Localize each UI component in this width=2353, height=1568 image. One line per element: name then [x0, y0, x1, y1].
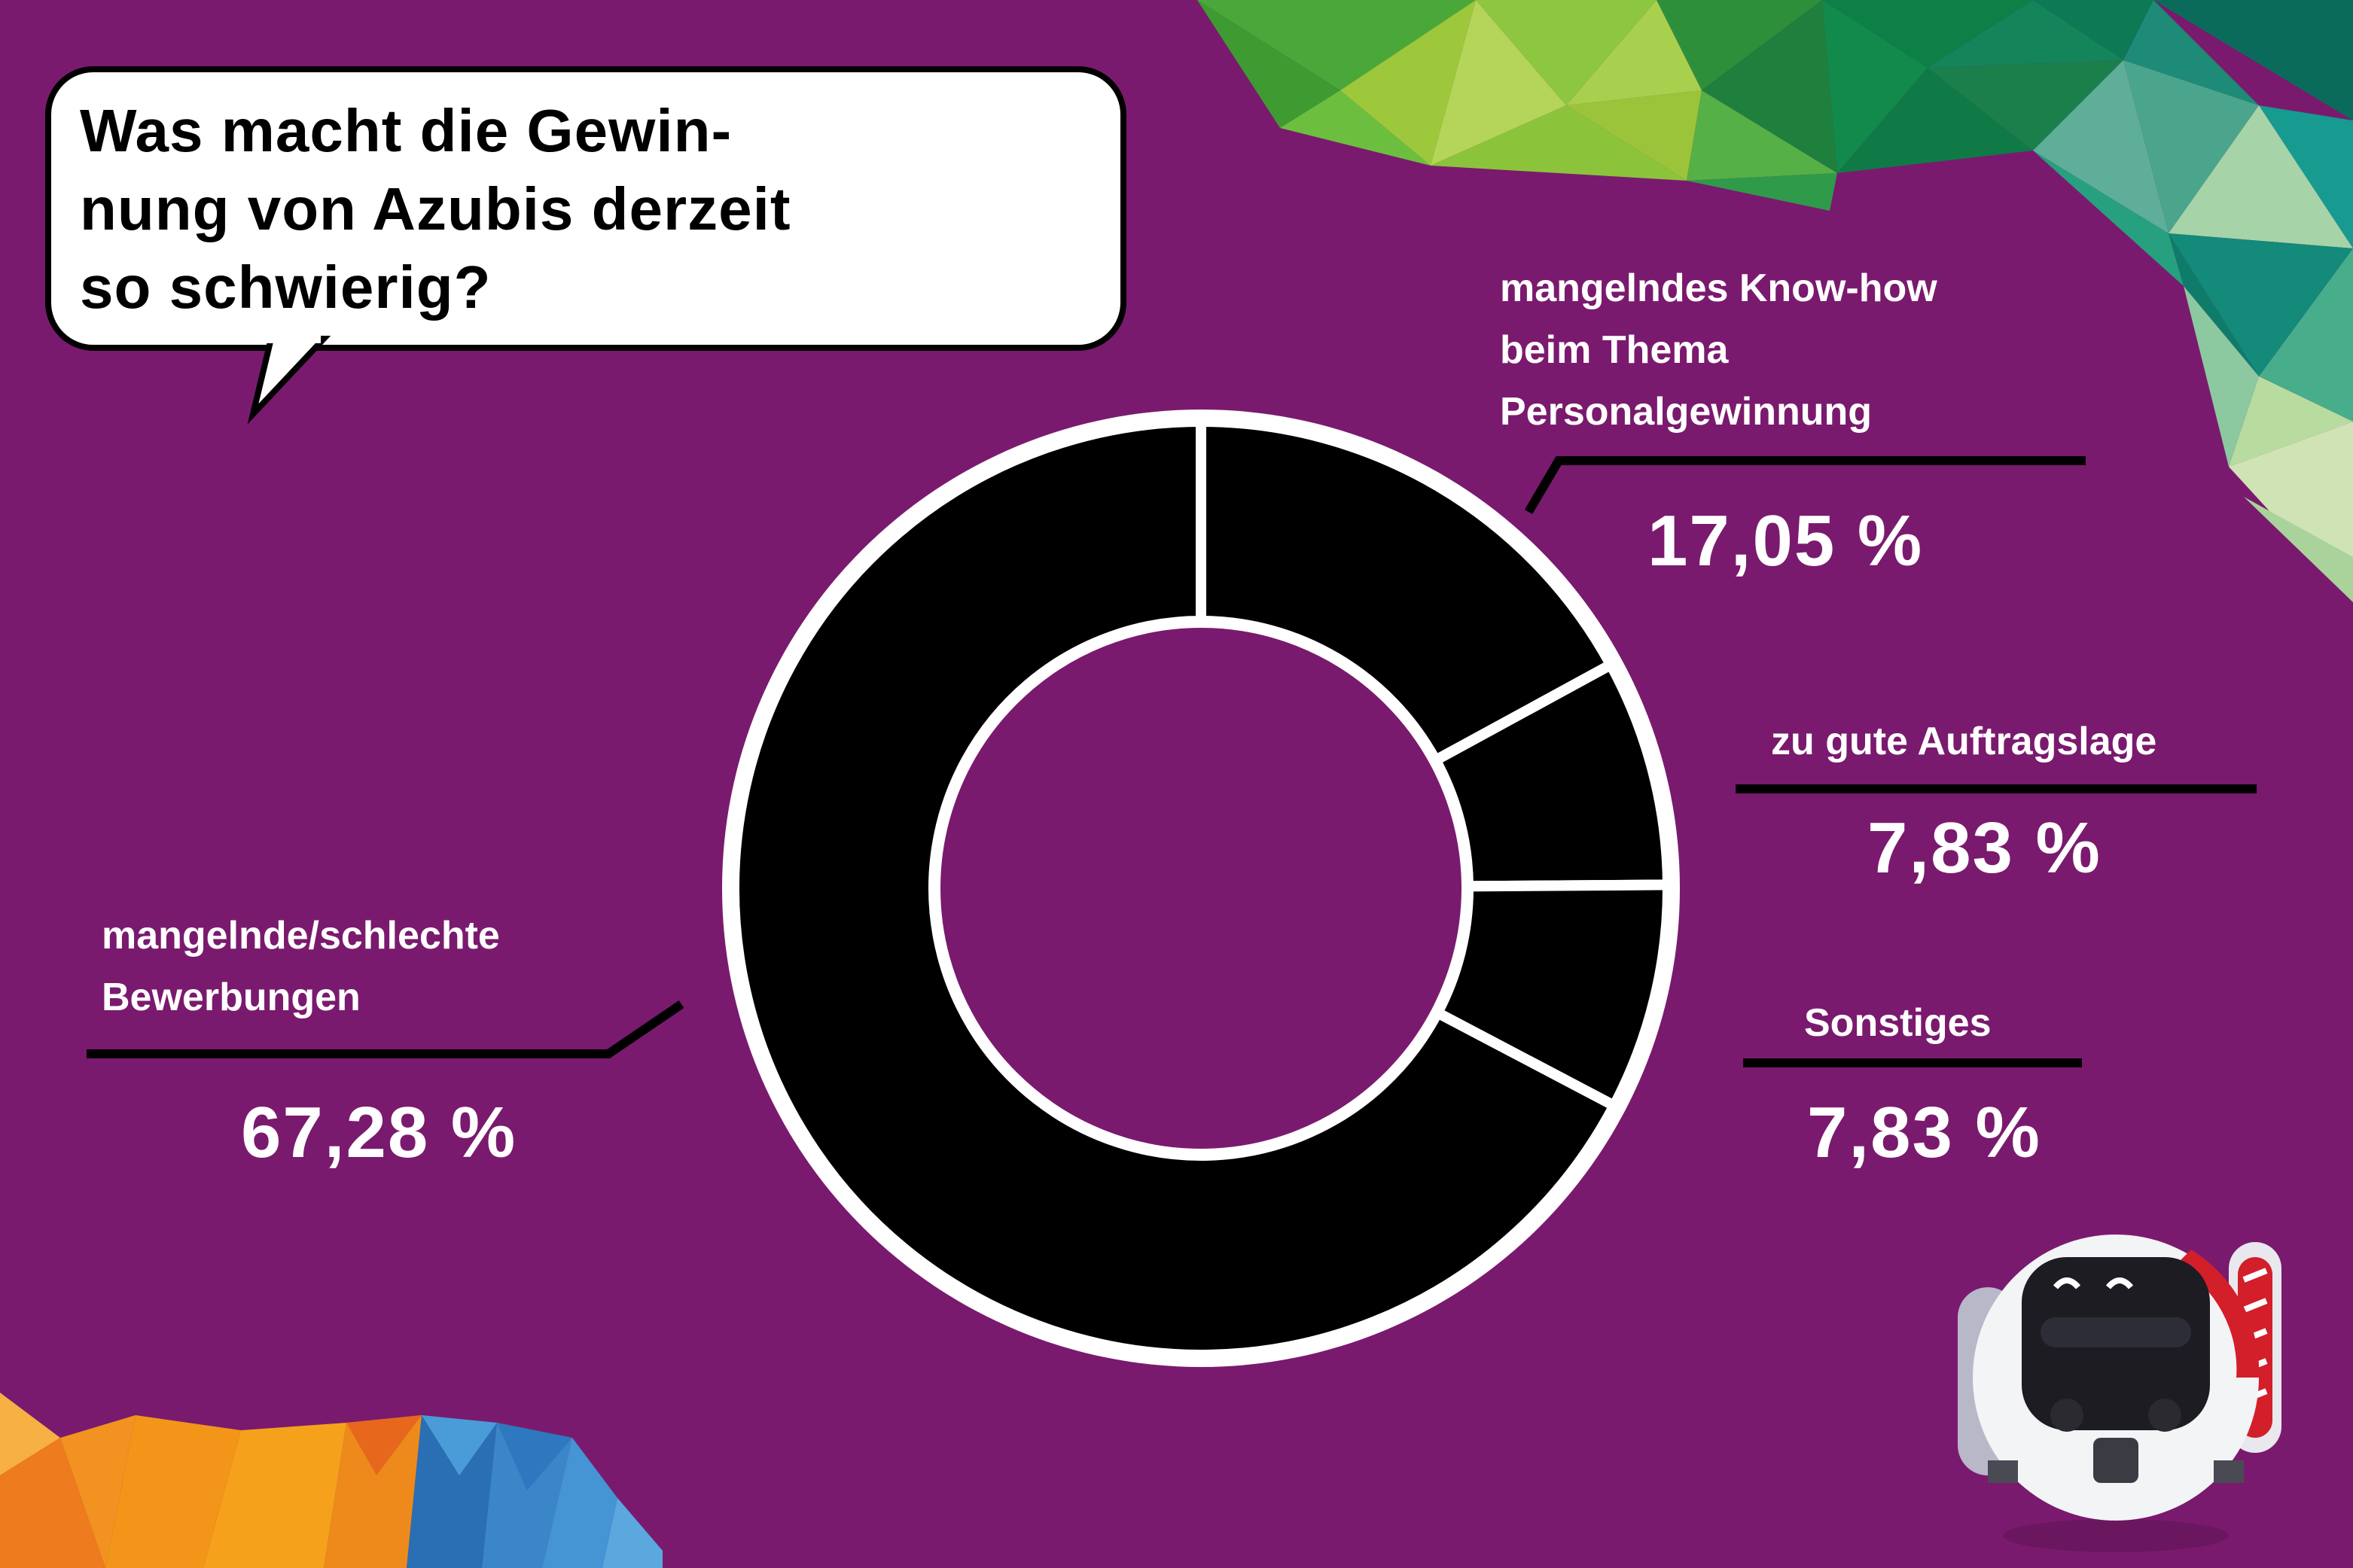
- slice-value-sonstiges: 7,83 %: [1807, 1092, 2041, 1173]
- speech-bubble: [45, 66, 1126, 351]
- slice-label-auftragslage: zu gute Auftragslage: [1771, 720, 2157, 763]
- chart-title: Was macht die Gewin- nung von Azubis der…: [80, 97, 791, 321]
- slice-label-sonstiges: Sonstiges: [1804, 1001, 1992, 1045]
- leader-line-know-how: [1524, 456, 2086, 515]
- robot-mascot-image: [1958, 1235, 2281, 1552]
- donut-hole: [930, 617, 1472, 1159]
- leader-line-bewerbungen: [87, 1000, 684, 1058]
- slice-value-know-how: 17,05 %: [1647, 501, 1924, 581]
- slice-label-bewerbungen: mangelnde/schlechte Bewerbungen: [102, 914, 500, 1019]
- slice-label-know-how: mangelndes Know-how beim Thema Personalg…: [1500, 266, 1937, 434]
- slice-value-bewerbungen: 67,28 %: [241, 1092, 517, 1173]
- slice-value-auftragslage: 7,83 %: [1867, 808, 2102, 888]
